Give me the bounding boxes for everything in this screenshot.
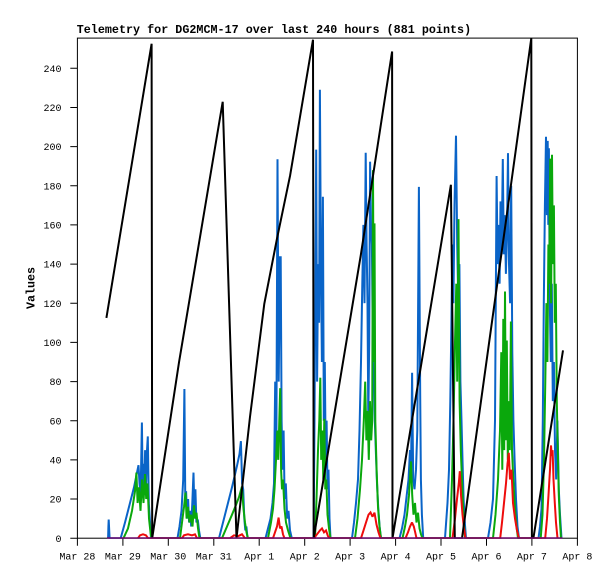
svg-text:Apr 1: Apr 1 — [244, 553, 274, 564]
svg-text:Apr 5: Apr 5 — [426, 553, 456, 564]
svg-text:160: 160 — [43, 222, 61, 233]
svg-text:140: 140 — [43, 261, 61, 272]
svg-text:200: 200 — [43, 143, 61, 154]
svg-text:Apr 3: Apr 3 — [335, 553, 365, 564]
svg-text:Mar 28: Mar 28 — [59, 553, 95, 564]
svg-text:20: 20 — [49, 496, 61, 507]
svg-text:80: 80 — [49, 378, 61, 389]
svg-text:180: 180 — [43, 182, 61, 193]
svg-text:60: 60 — [49, 417, 61, 428]
svg-text:Apr 4: Apr 4 — [381, 553, 411, 564]
svg-text:Apr 8: Apr 8 — [562, 553, 592, 564]
svg-text:220: 220 — [43, 104, 61, 115]
svg-text:Apr 2: Apr 2 — [290, 553, 320, 564]
svg-text:Mar 29: Mar 29 — [105, 553, 141, 564]
svg-text:Telemetry for DG2MCM-17 over l: Telemetry for DG2MCM-17 over last 240 ho… — [77, 23, 471, 37]
svg-text:240: 240 — [43, 65, 61, 76]
svg-text:100: 100 — [43, 339, 61, 350]
svg-text:Mar 30: Mar 30 — [150, 553, 186, 564]
svg-text:Apr 6: Apr 6 — [471, 553, 501, 564]
svg-text:Mar 31: Mar 31 — [196, 553, 232, 564]
svg-text:40: 40 — [49, 457, 61, 468]
svg-text:Apr 7: Apr 7 — [517, 553, 547, 564]
svg-text:0: 0 — [55, 535, 61, 546]
svg-text:Values: Values — [25, 267, 39, 309]
svg-text:120: 120 — [43, 300, 61, 311]
